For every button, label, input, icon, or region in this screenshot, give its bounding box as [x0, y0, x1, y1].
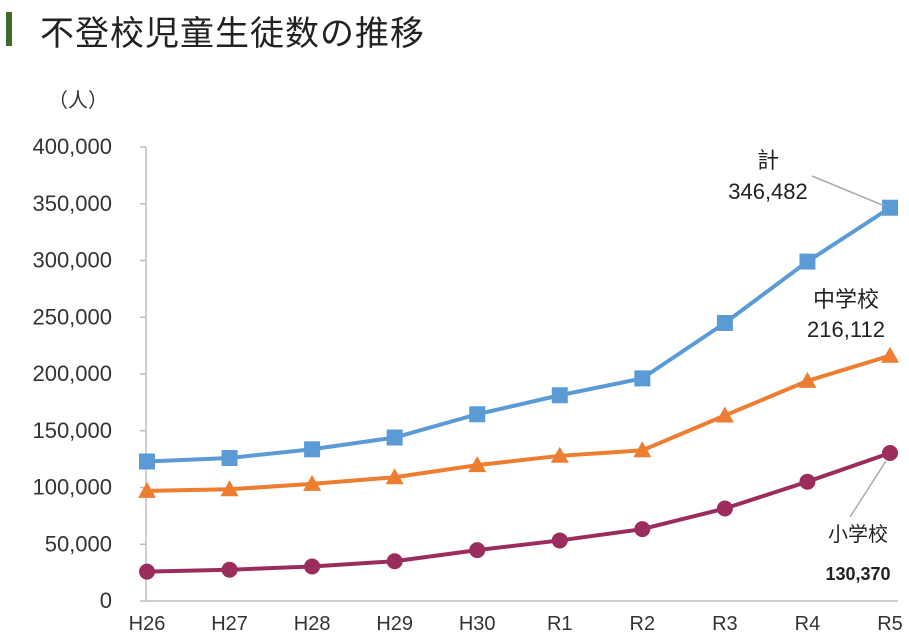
- y-unit-label: （人）: [48, 88, 108, 112]
- data-point: [220, 480, 239, 497]
- data-point: [882, 199, 898, 216]
- annotation-value: 216,112: [807, 317, 885, 342]
- y-tick-label: 200,000: [32, 361, 112, 386]
- series-line: [146, 206, 892, 464]
- data-point: [468, 456, 487, 473]
- series-2: [139, 445, 898, 580]
- y-tick-label: 300,000: [32, 248, 112, 273]
- data-point: [469, 542, 486, 559]
- x-tick-label: H28: [294, 613, 331, 635]
- data-point: [716, 314, 733, 331]
- series-line: [146, 353, 891, 493]
- y-tick-label: 150,000: [32, 418, 112, 443]
- x-tick-label: R3: [712, 613, 738, 635]
- x-tick-label: H27: [211, 613, 248, 635]
- data-point: [716, 500, 733, 517]
- data-point: [634, 521, 651, 538]
- axes: 0 50,000 100,000 150,000 200,000 250,000 300,0…: [32, 134, 902, 635]
- data-point: [139, 453, 155, 470]
- annotations: 計 346,482 中学校 216,112 小学校 130,370: [728, 149, 890, 584]
- data-point: [304, 558, 321, 575]
- x-tick-label: R5: [877, 613, 903, 635]
- leader-line: [849, 460, 887, 518]
- leader-line: [811, 175, 885, 207]
- y-tick-label: 350,000: [32, 191, 112, 216]
- data-point: [138, 481, 156, 498]
- annotation-label: 計: [757, 149, 779, 174]
- data-point: [139, 563, 155, 580]
- series-line: [146, 451, 891, 574]
- series-layer: [138, 199, 899, 580]
- data-point: [634, 370, 651, 387]
- data-point: [881, 346, 899, 363]
- x-tick-label: H29: [376, 613, 413, 635]
- x-tick-label: R4: [795, 613, 821, 635]
- y-tick-label: 250,000: [32, 304, 112, 329]
- y-tick-label: 0: [100, 588, 112, 613]
- x-tick-label: H30: [459, 613, 496, 635]
- data-point: [386, 553, 403, 570]
- y-tick-label: 400,000: [32, 134, 112, 159]
- data-point: [551, 387, 568, 404]
- data-point: [882, 445, 898, 462]
- annotation-label: 中学校: [813, 288, 879, 313]
- title-accent-bar: [6, 12, 12, 46]
- series-0: [139, 199, 898, 470]
- x-tick-label: H26: [129, 613, 166, 635]
- data-point: [799, 253, 816, 270]
- data-point: [385, 468, 404, 485]
- x-tick-label: R2: [630, 613, 656, 635]
- data-point: [304, 441, 321, 458]
- annotation-label: 小学校: [828, 522, 888, 546]
- x-tick-label: R1: [547, 613, 573, 635]
- data-point: [386, 429, 403, 446]
- y-tick-label: 100,000: [32, 475, 112, 500]
- annotation-value: 130,370: [825, 564, 890, 584]
- data-point: [550, 446, 569, 463]
- series-1: [138, 346, 899, 498]
- annotation-value: 346,482: [728, 179, 808, 204]
- chart-title: 不登校児童生徒数の推移: [40, 14, 425, 54]
- data-point: [221, 561, 238, 578]
- data-point: [221, 449, 238, 466]
- data-point: [715, 406, 734, 423]
- y-tick-label: 50,000: [45, 531, 112, 556]
- data-point: [798, 371, 817, 388]
- data-point: [303, 474, 322, 491]
- data-point: [633, 441, 652, 458]
- data-point: [551, 532, 568, 549]
- data-point: [469, 406, 486, 423]
- data-point: [799, 473, 816, 490]
